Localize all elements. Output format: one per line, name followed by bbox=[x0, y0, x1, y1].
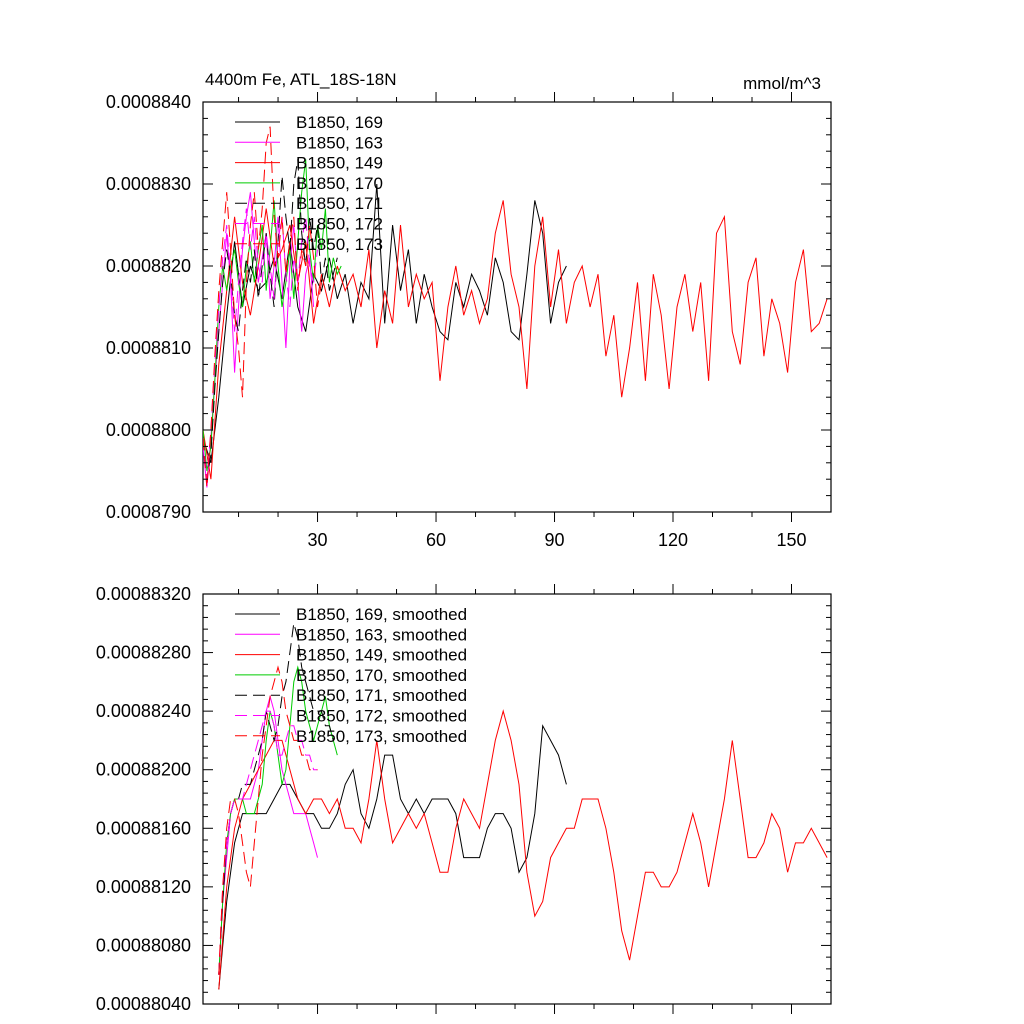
y-tick-label: 0.0008840 bbox=[106, 92, 191, 112]
legend-label: B1850, 173, smoothed bbox=[296, 727, 467, 746]
legend-label: B1850, 170 bbox=[296, 174, 383, 193]
legend-label: B1850, 169, smoothed bbox=[296, 605, 467, 624]
y-tick-label: 0.0008830 bbox=[106, 174, 191, 194]
series-line-7 bbox=[218, 665, 318, 975]
y-tick-label: 0.0008820 bbox=[106, 256, 191, 276]
legend-label: B1850, 171, smoothed bbox=[296, 686, 467, 705]
y-tick-label: 0.0008810 bbox=[106, 338, 191, 358]
legend-label: B1850, 172, smoothed bbox=[296, 707, 467, 726]
series-line-6 bbox=[203, 208, 318, 480]
y-tick-label: 0.00088080 bbox=[96, 935, 191, 955]
legend-label: B1850, 171 bbox=[296, 194, 383, 213]
y-tick-label: 0.00088120 bbox=[96, 877, 191, 897]
legend-label: B1850, 170, smoothed bbox=[296, 666, 467, 685]
chart-title: 4400m Fe, ATL_18S-18N bbox=[205, 70, 397, 89]
series-line-3 bbox=[218, 709, 828, 990]
legend-label: B1850, 169 bbox=[296, 113, 383, 132]
y-tick-label: 0.0008790 bbox=[106, 502, 191, 522]
legend-label: B1850, 149, smoothed bbox=[296, 646, 467, 665]
legend-label: B1850, 149 bbox=[296, 154, 383, 173]
series-line-6 bbox=[218, 710, 318, 975]
y-tick-label: 0.0008800 bbox=[106, 420, 191, 440]
y-tick-label: 0.00088040 bbox=[96, 994, 191, 1014]
legend-label: B1850, 163, smoothed bbox=[296, 625, 467, 644]
plot-frame bbox=[202, 101, 832, 513]
x-tick-label: 60 bbox=[426, 530, 446, 550]
series-line-1 bbox=[218, 724, 567, 990]
legend-label: B1850, 163 bbox=[296, 133, 383, 152]
panel-1: 0.0008790 0.0008800 0.0008810 0.0008820 0.00… bbox=[106, 70, 832, 550]
legend-label: B1850, 172 bbox=[296, 215, 383, 234]
y-tick-label: 0.00088280 bbox=[96, 643, 191, 663]
plot-frame bbox=[202, 593, 832, 1005]
legend-label: B1850, 173 bbox=[296, 235, 383, 254]
y-tick-label: 0.00088320 bbox=[96, 584, 191, 604]
series-line-5 bbox=[203, 159, 338, 480]
series-line-7 bbox=[203, 126, 322, 488]
y-tick-label: 0.00088200 bbox=[96, 760, 191, 780]
x-tick-label: 150 bbox=[776, 530, 806, 550]
y-tick-label: 0.00088160 bbox=[96, 818, 191, 838]
series-group bbox=[218, 623, 828, 990]
x-tick-label: 120 bbox=[658, 530, 688, 550]
x-tick-label: 30 bbox=[308, 530, 328, 550]
y-tick-label: 0.00088240 bbox=[96, 701, 191, 721]
chart-units: mmol/m^3 bbox=[743, 74, 821, 93]
series-group bbox=[203, 126, 828, 488]
series-line-5 bbox=[218, 623, 334, 975]
series-line-1 bbox=[203, 183, 567, 463]
panel-2: 0.00088040 0.00088080 0.00088120 0.00088160… bbox=[96, 584, 832, 1014]
x-tick-label: 90 bbox=[545, 530, 565, 550]
